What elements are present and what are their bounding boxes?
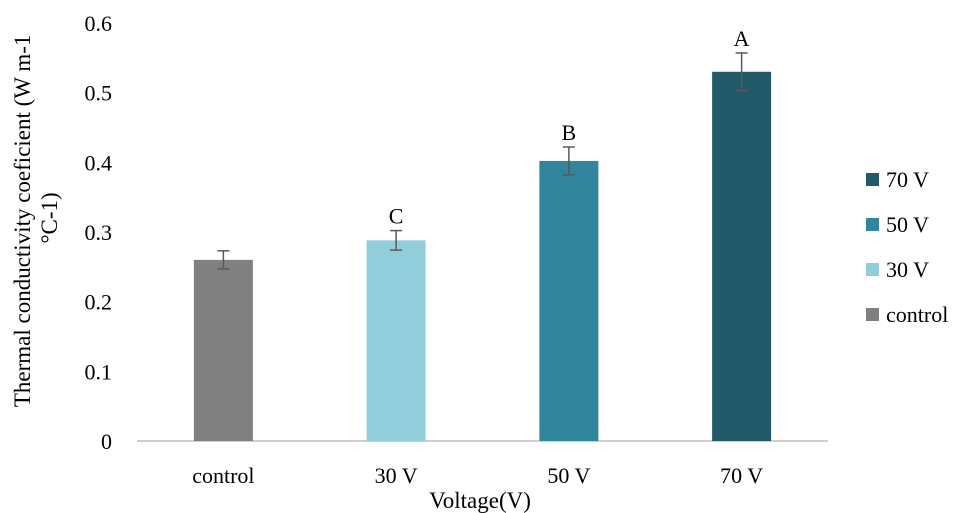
bar — [539, 160, 599, 441]
y-axis-ticks: 0 0.1 0.2 0.3 0.4 0.5 0.6 — [85, 11, 113, 454]
legend-label: control — [886, 302, 948, 327]
error-bar — [390, 229, 403, 251]
y-tick-label: 0.4 — [85, 150, 113, 175]
legend-label: 70 V — [886, 167, 929, 192]
significance-label: C — [389, 204, 404, 229]
x-tick-label: 30 V — [375, 463, 418, 488]
legend: 70 V 50 V 30 V control — [866, 167, 948, 327]
x-tick-label: control — [192, 463, 254, 488]
y-axis-title-line-1: Thermal conductivity coeficient (W m-1 — [10, 35, 35, 408]
y-axis-title-line-2: °C-1) — [37, 192, 62, 243]
bar — [193, 259, 253, 441]
y-tick-label: 0.2 — [85, 290, 113, 315]
significance-label: A — [734, 26, 750, 51]
legend-label: 30 V — [886, 257, 929, 282]
legend-swatch — [866, 173, 879, 186]
x-axis-title: Voltage(V) — [429, 488, 531, 513]
y-tick-label: 0.1 — [85, 359, 113, 384]
x-tick-label: 50 V — [547, 463, 590, 488]
bars: C B A — [193, 26, 772, 442]
y-tick-label: 0.6 — [85, 11, 113, 36]
legend-label: 50 V — [886, 212, 929, 237]
bar — [712, 71, 772, 442]
y-tick-label: 0.3 — [85, 220, 113, 245]
error-bar — [735, 52, 748, 92]
bar — [366, 240, 426, 441]
y-tick-label: 0 — [101, 429, 112, 454]
legend-swatch — [866, 218, 879, 231]
x-axis-ticks: control 30 V 50 V 70 V — [192, 463, 763, 488]
x-tick-label: 70 V — [720, 463, 763, 488]
legend-swatch — [866, 308, 879, 321]
error-bar — [562, 146, 575, 176]
significance-label: B — [562, 120, 577, 145]
y-tick-label: 0.5 — [85, 81, 113, 106]
y-axis-title: Thermal conductivity coeficient (W m-1 °… — [10, 29, 62, 407]
error-bar — [217, 250, 230, 270]
legend-swatch — [866, 263, 879, 276]
